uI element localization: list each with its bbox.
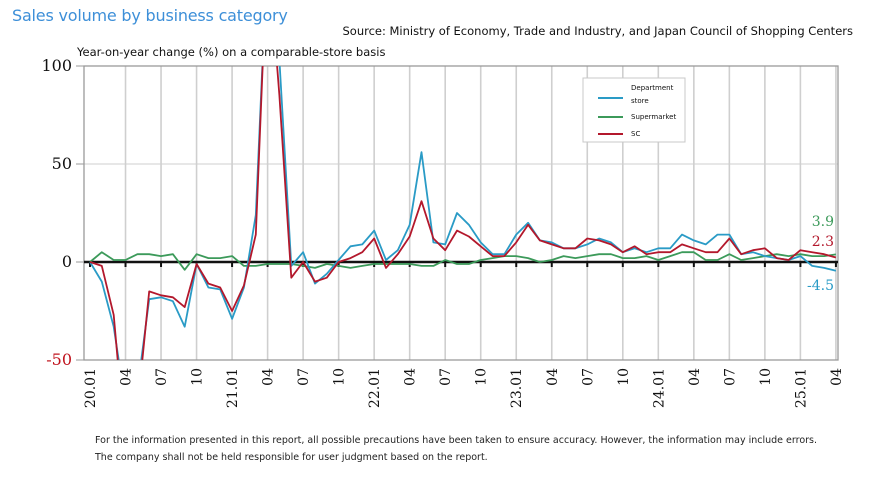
chart-title: Sales volume by business category	[12, 6, 288, 25]
x-tick-label: 10	[332, 368, 348, 386]
x-tick-label: 07	[438, 368, 454, 386]
x-tick-label: 07	[722, 368, 738, 386]
x-tick-label: 10	[474, 368, 490, 386]
legend: Department store Supermarket SC	[582, 77, 686, 143]
x-tick-label: 23.01	[509, 368, 525, 408]
x-tick-label: 04	[687, 368, 703, 386]
legend-label-department-store: Department	[631, 84, 674, 92]
x-tick-label: 04	[545, 368, 561, 386]
series-line-sc	[89, 66, 837, 360]
legend-box	[582, 77, 686, 143]
x-tick-label: 22.01	[367, 368, 383, 408]
x-tick-label: 24.01	[651, 368, 667, 408]
y-tick-label: -50	[46, 350, 72, 369]
disclaimer-line-2: The company shall not be held responsibl…	[95, 452, 488, 463]
series-lines	[89, 66, 837, 360]
y-tick-label: 50	[52, 154, 72, 173]
y-tick-label: 0	[62, 252, 72, 271]
x-tick-label: 04	[261, 368, 277, 386]
series-line-supermarket	[89, 251, 837, 271]
y-tick-labels: 100 50 0 -50	[41, 56, 72, 369]
legend-label-supermarket: Supermarket	[631, 113, 676, 121]
source-note: Source: Ministry of Economy, Trade and I…	[342, 24, 853, 38]
x-tick-label: 07	[154, 368, 170, 386]
x-tick-label: 04	[119, 368, 135, 386]
x-tick-label: 21.01	[225, 368, 241, 408]
legend-label-sc: SC	[631, 130, 640, 138]
end-label-department-store: -4.5	[807, 278, 834, 294]
x-tick-label: 10	[190, 368, 206, 386]
legend-label-department-store: store	[631, 97, 649, 105]
disclaimer: For the information presented in this re…	[95, 432, 817, 466]
x-tick-label: 07	[296, 368, 312, 386]
disclaimer-line-1: For the information presented in this re…	[95, 435, 818, 446]
grid	[84, 66, 838, 360]
line-chart: 100 50 0 -50 20.01 04 07 10 21.01 04 07 10 22.01 04 0…	[41, 56, 845, 408]
plot-frame	[83, 65, 839, 361]
series-line-department-store	[89, 66, 837, 360]
y-tick-label: 100	[41, 56, 72, 75]
y-axis-caption: Year-on-year change (%) on a comparable-…	[77, 45, 386, 59]
x-tick-label: 07	[580, 368, 596, 386]
x-tick-label: 04	[403, 368, 419, 386]
x-tick-label: 10	[758, 368, 774, 386]
x-tick-label: 04	[829, 368, 845, 386]
x-tick-label: 25.01	[793, 368, 809, 408]
x-tick-label: 10	[616, 368, 632, 386]
end-labels: -4.5 3.9 2.3	[807, 214, 834, 294]
end-label-supermarket: 3.9	[812, 214, 834, 230]
end-label-sc: 2.3	[812, 234, 834, 250]
x-tick-label: 20.01	[83, 368, 99, 408]
x-tick-labels: 20.01 04 07 10 21.01 04 07 10 22.01 04 07 10 23.01 04…	[83, 368, 845, 408]
